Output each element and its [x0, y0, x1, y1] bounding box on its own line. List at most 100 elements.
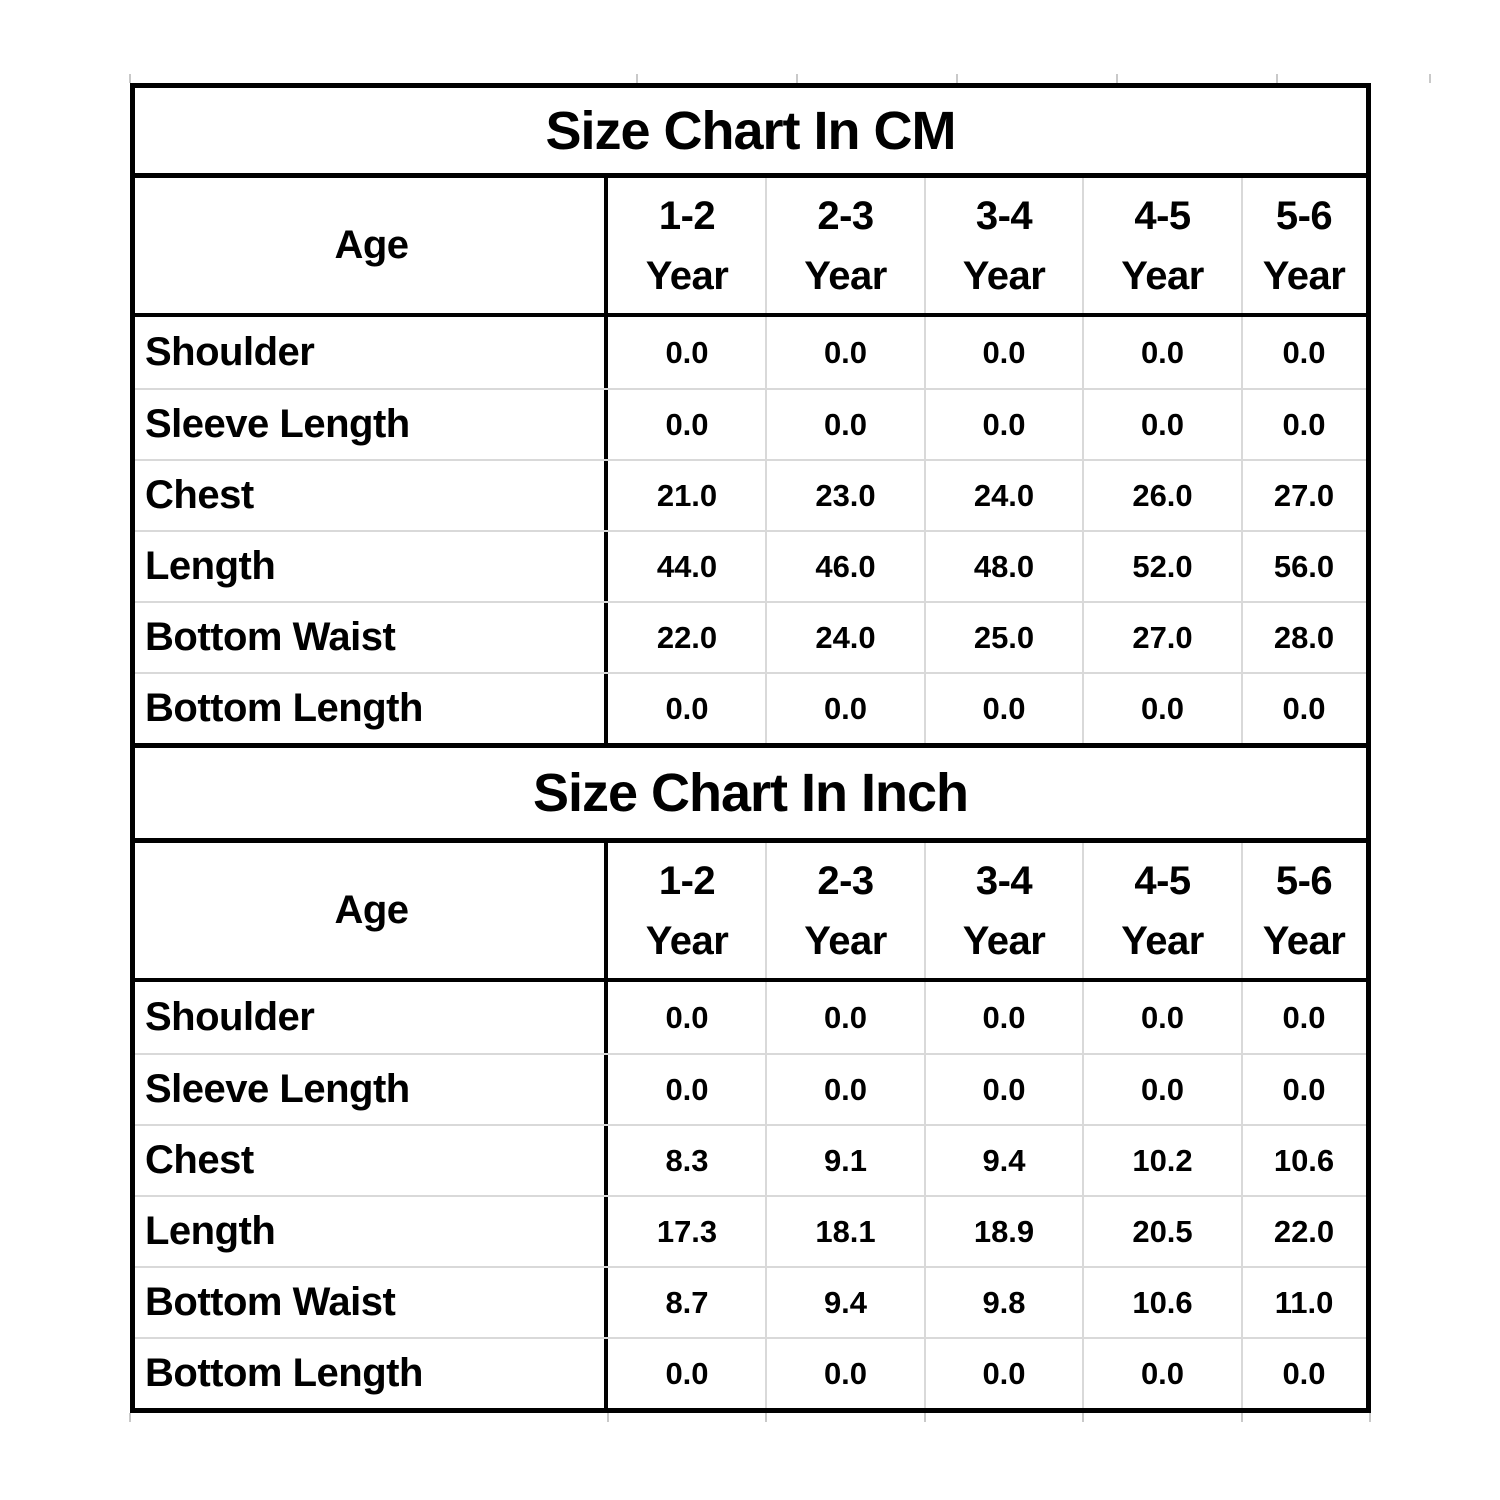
value-cell: 22.0 [1273, 1213, 1335, 1249]
row-label: Sleeve Length [145, 402, 410, 446]
value-cell: 46.0 [815, 548, 876, 584]
gridline-tick [956, 74, 958, 83]
age-unit: Year [645, 918, 729, 963]
value-cell: 0.0 [982, 999, 1026, 1035]
value-cell: 24.0 [973, 477, 1035, 513]
cm-rows: Shoulder 0.0 0.0 0.0 0.0 0.0 Sleeve Length 0.0 0… [135, 317, 1366, 743]
age-range: 1-2 [658, 858, 716, 903]
value-cell: 24.0 [815, 619, 876, 655]
value-cell: 27.0 [1132, 619, 1193, 655]
value-cell: 28.0 [1273, 619, 1335, 655]
value-cell: 9.8 [982, 1284, 1026, 1320]
column-header: 5-6 Year [1242, 178, 1366, 313]
table-row: Length 17.3 18.1 18.9 20.5 22.0 [135, 1195, 1366, 1266]
inch-header-row: Age 1-2 Year 2-3 Year 3-4 Year 4-5 Year [135, 843, 1366, 982]
value-cell: 0.0 [982, 690, 1026, 726]
value-cell: 0.0 [982, 1071, 1026, 1107]
value-cell: 8.3 [665, 1142, 709, 1178]
value-cell: 0.0 [1282, 334, 1326, 370]
row-label: Bottom Waist [145, 615, 396, 659]
value-cell: 0.0 [1140, 690, 1185, 726]
value-cell: 44.0 [656, 548, 718, 584]
column-header: 1-2 Year [608, 178, 766, 313]
value-cell: 26.0 [1132, 477, 1193, 513]
value-cell: 25.0 [973, 619, 1035, 655]
value-cell: 0.0 [823, 406, 868, 442]
value-cell: 0.0 [665, 406, 709, 442]
value-cell: 0.0 [665, 1071, 709, 1107]
age-range: 5-6 [1275, 858, 1333, 903]
gridline-tick [1369, 1413, 1371, 1422]
age-unit: Year [1121, 918, 1204, 963]
value-cell: 18.1 [815, 1213, 876, 1249]
age-header: Age [334, 223, 409, 267]
age-range: 4-5 [1134, 858, 1191, 903]
value-cell: 0.0 [823, 999, 868, 1035]
age-unit: Year [962, 918, 1046, 963]
value-cell: 10.2 [1132, 1142, 1193, 1178]
value-cell: 0.0 [1282, 690, 1326, 726]
age-unit: Year [1121, 253, 1204, 298]
value-cell: 23.0 [815, 477, 876, 513]
value-cell: 9.4 [823, 1284, 868, 1320]
age-range: 2-3 [817, 193, 874, 238]
inch-rows: Shoulder 0.0 0.0 0.0 0.0 0.0 Sleeve Length 0.0 0… [135, 982, 1366, 1408]
age-range: 2-3 [817, 858, 874, 903]
column-header: 4-5 Year [1083, 843, 1242, 978]
gridline-tick [636, 74, 638, 83]
row-label: Length [145, 544, 276, 588]
row-label: Length [145, 1209, 276, 1253]
row-label: Bottom Waist [145, 1280, 396, 1324]
value-cell: 0.0 [823, 1071, 868, 1107]
value-cell: 9.4 [982, 1142, 1026, 1178]
value-cell: 0.0 [982, 334, 1026, 370]
table-row: Bottom Waist 22.0 24.0 25.0 27.0 28.0 [135, 601, 1366, 672]
age-unit: Year [1262, 918, 1346, 963]
value-cell: 0.0 [982, 1355, 1026, 1391]
value-cell: 0.0 [1140, 1355, 1185, 1391]
value-cell: 27.0 [1273, 477, 1335, 513]
gridline-tick [1116, 74, 1118, 83]
age-range: 3-4 [975, 858, 1033, 903]
gridline-tick [129, 74, 131, 83]
value-cell: 0.0 [823, 690, 868, 726]
table-row: Bottom Length 0.0 0.0 0.0 0.0 0.0 [135, 672, 1366, 743]
value-cell: 48.0 [973, 548, 1035, 584]
value-cell: 0.0 [1140, 1071, 1185, 1107]
gridline-tick [924, 1413, 926, 1422]
table-row: Shoulder 0.0 0.0 0.0 0.0 0.0 [135, 982, 1366, 1053]
column-header: 4-5 Year [1083, 178, 1242, 313]
age-unit: Year [962, 253, 1046, 298]
value-cell: 0.0 [1282, 1355, 1326, 1391]
gridline-tick [129, 1413, 131, 1422]
size-chart-table: Size Chart In CM Age 1-2 Year 2-3 Year [130, 83, 1371, 1413]
age-unit: Year [804, 918, 887, 963]
column-header: 5-6 Year [1242, 843, 1366, 978]
value-cell: 8.7 [665, 1284, 709, 1320]
gridline-tick [607, 1413, 609, 1422]
table-row: Shoulder 0.0 0.0 0.0 0.0 0.0 [135, 317, 1366, 388]
column-header: 3-4 Year [925, 843, 1083, 978]
inch-table-title: Size Chart In Inch [135, 743, 1366, 843]
row-label: Bottom Length [145, 686, 423, 730]
value-cell: 0.0 [982, 406, 1026, 442]
age-range: 4-5 [1134, 193, 1191, 238]
age-range: 3-4 [975, 193, 1033, 238]
table-row: Bottom Waist 8.7 9.4 9.8 10.6 11.0 [135, 1266, 1366, 1337]
table-row: Chest 21.0 23.0 24.0 26.0 27.0 [135, 459, 1366, 530]
column-header: 3-4 Year [925, 178, 1083, 313]
gridline-tick [1429, 74, 1431, 83]
inch-table-body: Age 1-2 Year 2-3 Year 3-4 Year 4-5 Year [135, 843, 1366, 1408]
gridline-tick [796, 74, 798, 83]
age-range: 5-6 [1275, 193, 1333, 238]
value-cell: 10.6 [1273, 1142, 1335, 1178]
gridline-tick [1082, 1413, 1084, 1422]
cm-table-body: Age 1-2 Year 2-3 Year 3-4 Year 4-5 Year [135, 178, 1366, 743]
row-label: Bottom Length [145, 1351, 423, 1395]
gridline-tick [765, 1413, 767, 1422]
value-cell: 56.0 [1273, 548, 1335, 584]
table-row: Length 44.0 46.0 48.0 52.0 56.0 [135, 530, 1366, 601]
row-label: Chest [145, 1138, 254, 1182]
value-cell: 52.0 [1132, 548, 1193, 584]
age-header: Age [334, 888, 409, 932]
